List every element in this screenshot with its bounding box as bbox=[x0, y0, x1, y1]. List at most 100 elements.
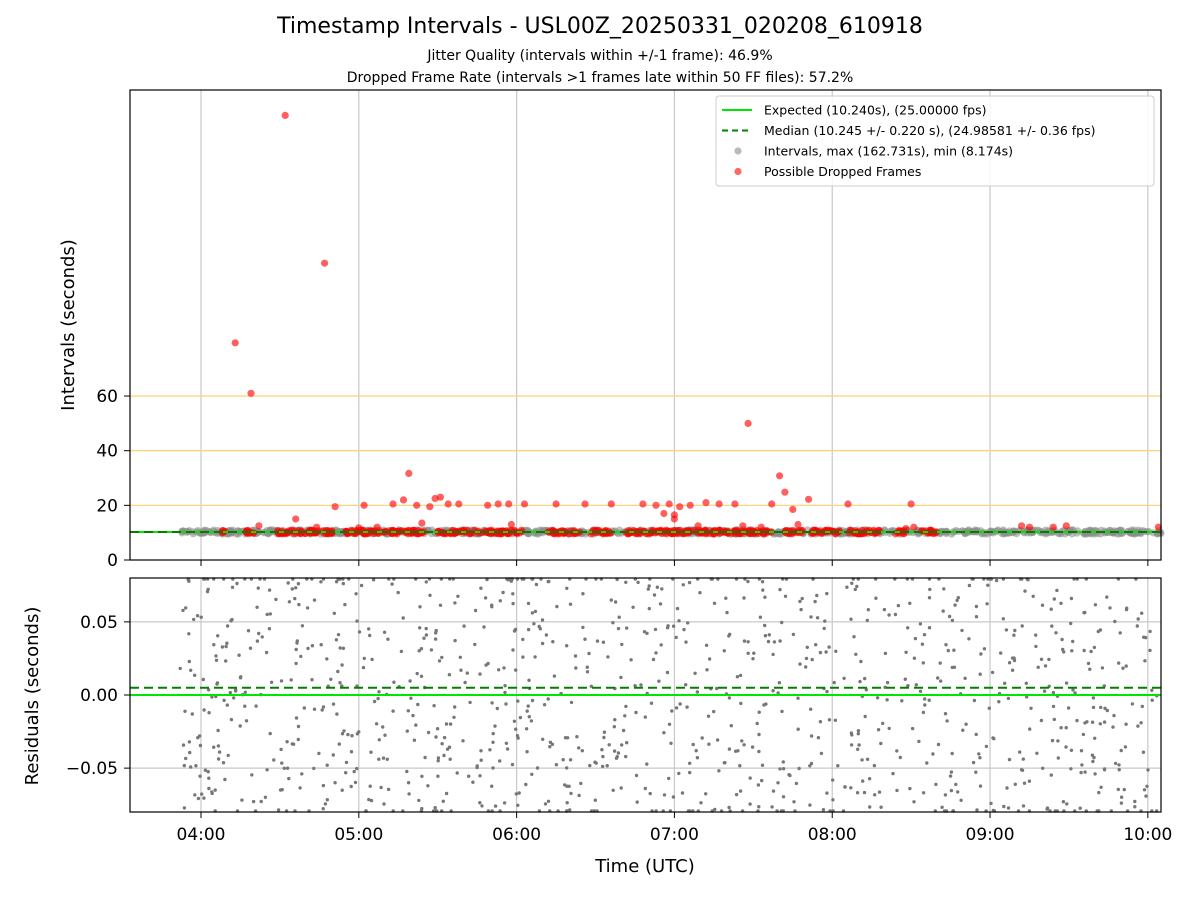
residual-point bbox=[237, 653, 241, 657]
residual-point bbox=[727, 805, 731, 810]
residual-point bbox=[475, 764, 479, 768]
residual-point bbox=[776, 781, 780, 785]
residual-point bbox=[340, 732, 345, 736]
residual-point bbox=[195, 614, 200, 618]
residual-point bbox=[1019, 768, 1024, 772]
residual-point bbox=[521, 637, 525, 642]
residual-point bbox=[515, 734, 520, 738]
residual-point bbox=[517, 791, 521, 795]
residual-point bbox=[282, 766, 286, 770]
residuals-panel: 0.050.00−0.05 04:00 05:00 06:00 07:00 08:00 0… bbox=[22, 577, 1172, 877]
residual-point bbox=[863, 714, 867, 719]
residual-point bbox=[677, 771, 681, 776]
residual-point bbox=[1146, 768, 1150, 772]
residual-point bbox=[746, 651, 750, 655]
residual-point bbox=[382, 630, 387, 634]
residual-point bbox=[982, 647, 987, 651]
dropped-frame-point bbox=[607, 500, 615, 508]
residual-point bbox=[867, 777, 872, 781]
residual-point bbox=[192, 617, 196, 622]
residual-point bbox=[377, 738, 381, 742]
dropped-frame-point bbox=[907, 500, 915, 508]
residual-point bbox=[868, 805, 872, 809]
residual-point bbox=[1040, 603, 1045, 607]
dropped-frame-point bbox=[768, 500, 776, 508]
residual-point bbox=[761, 588, 765, 592]
residual-point bbox=[548, 745, 552, 749]
x-tick-label: 05:00 bbox=[334, 825, 383, 845]
dropped-frame-point bbox=[789, 505, 797, 513]
residual-point bbox=[832, 680, 836, 685]
residual-point bbox=[986, 583, 990, 587]
residual-point bbox=[1012, 633, 1016, 637]
residual-point bbox=[569, 700, 574, 705]
residual-point bbox=[625, 741, 629, 745]
residual-point bbox=[285, 766, 290, 770]
residual-point bbox=[426, 730, 431, 735]
residual-point bbox=[955, 598, 959, 603]
residual-point bbox=[310, 678, 314, 682]
residual-point bbox=[984, 744, 989, 749]
residual-point bbox=[217, 750, 222, 754]
residual-point bbox=[856, 732, 860, 736]
residual-point bbox=[187, 632, 191, 636]
residuals-y-tick-label: 0.05 bbox=[80, 613, 118, 633]
residual-point bbox=[804, 665, 808, 669]
residual-point bbox=[1052, 597, 1057, 601]
residual-point bbox=[488, 748, 492, 752]
residual-point bbox=[649, 701, 654, 705]
residual-point bbox=[798, 599, 802, 604]
residual-point bbox=[662, 731, 666, 735]
residual-point bbox=[1081, 732, 1086, 737]
residual-point bbox=[248, 646, 253, 650]
residual-point bbox=[1039, 657, 1044, 661]
residual-point bbox=[885, 680, 890, 685]
residual-point bbox=[447, 745, 452, 749]
residual-point bbox=[526, 601, 531, 606]
residual-point bbox=[639, 683, 643, 687]
residual-point bbox=[194, 764, 198, 768]
residual-point bbox=[551, 640, 555, 644]
dropped-frame-point bbox=[505, 500, 513, 508]
residual-point bbox=[312, 598, 317, 602]
legend-box bbox=[715, 95, 1155, 187]
x-tick-label: 04:00 bbox=[177, 825, 226, 845]
residual-point bbox=[978, 756, 982, 760]
residual-point bbox=[876, 728, 881, 732]
residual-point bbox=[344, 760, 349, 765]
residual-point bbox=[279, 747, 283, 752]
residual-point bbox=[698, 591, 702, 595]
residual-point bbox=[651, 657, 656, 662]
x-tick-label: 07:00 bbox=[650, 825, 699, 845]
residual-point bbox=[272, 758, 276, 762]
residual-point bbox=[825, 591, 829, 596]
residual-point bbox=[686, 621, 690, 625]
residuals-y-tick-label: −0.05 bbox=[66, 759, 118, 779]
residual-point bbox=[760, 778, 764, 783]
residual-point bbox=[624, 704, 628, 709]
residual-point bbox=[974, 604, 979, 609]
residuals-expected-median-lines bbox=[130, 686, 1161, 696]
residual-point bbox=[999, 651, 1003, 655]
residual-point bbox=[1064, 745, 1068, 749]
residual-point bbox=[942, 587, 946, 591]
residual-point bbox=[579, 781, 583, 786]
residual-point bbox=[1018, 750, 1022, 754]
residual-point bbox=[625, 626, 629, 630]
residual-point bbox=[796, 727, 800, 731]
residual-point bbox=[736, 749, 740, 753]
residual-point bbox=[1123, 745, 1128, 749]
residual-point bbox=[332, 611, 336, 615]
residual-point bbox=[433, 806, 437, 810]
residual-point bbox=[757, 710, 761, 714]
residual-point bbox=[658, 602, 663, 606]
residual-point bbox=[188, 750, 192, 755]
residual-point bbox=[796, 696, 800, 700]
residual-point bbox=[355, 766, 359, 771]
residual-point bbox=[972, 698, 977, 703]
residual-point bbox=[498, 759, 502, 763]
residual-point bbox=[967, 637, 971, 641]
residual-point bbox=[634, 710, 638, 715]
residual-point bbox=[493, 804, 498, 808]
residual-point bbox=[1073, 691, 1077, 695]
